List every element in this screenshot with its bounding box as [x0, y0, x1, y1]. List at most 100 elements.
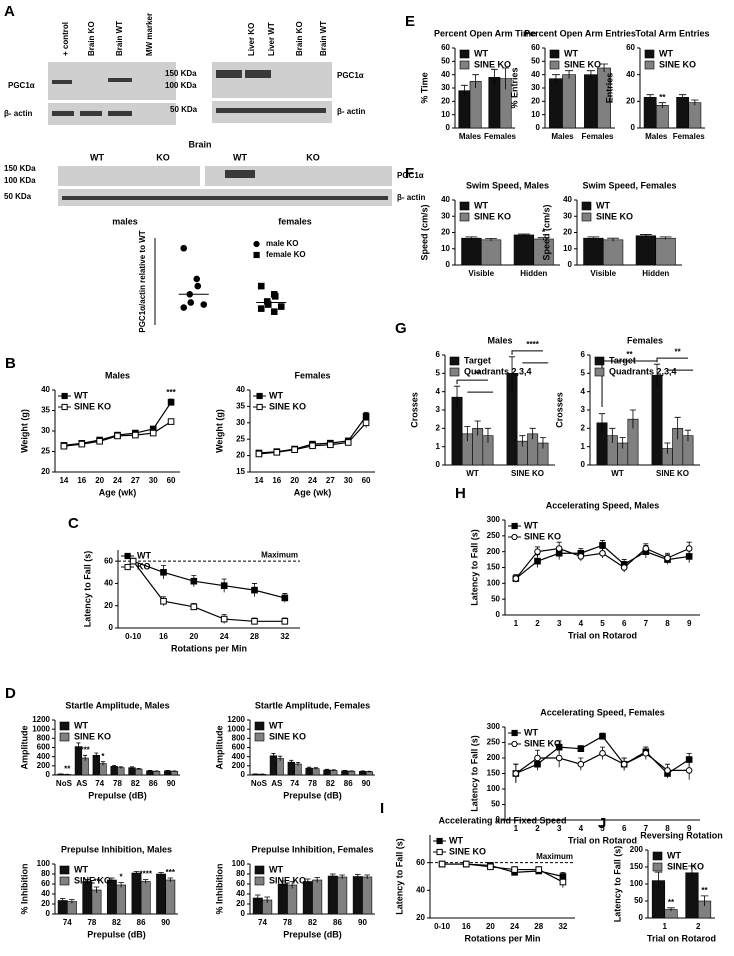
- legend-marker: [436, 837, 443, 845]
- x-tick-label: WT: [466, 469, 479, 478]
- y-tick-label: 100: [37, 859, 51, 868]
- marker-label: 150 KDa: [165, 69, 197, 78]
- chart: 0 20 40 60 Entries Total Arm Entries Males Fema…: [604, 28, 709, 141]
- legend-swatch: [59, 732, 70, 742]
- x-tick-label: 20: [486, 922, 495, 931]
- legend-marker: [256, 392, 263, 400]
- y-tick-label: 10: [441, 110, 450, 119]
- point: [167, 399, 175, 406]
- bar: [170, 771, 179, 776]
- chart: 0 20 40 60 Latency to Fall (s) Rotations per …: [68, 515, 300, 653]
- legend-swatch: [644, 60, 655, 70]
- x-tick-label: 5: [600, 824, 605, 833]
- x-tick-label: 6: [622, 619, 627, 628]
- bar: [128, 767, 136, 776]
- point: [220, 615, 228, 623]
- x-tick-label: 14: [254, 476, 263, 485]
- point: [620, 760, 628, 768]
- point: [257, 305, 265, 312]
- x-tick-label: 78: [87, 918, 96, 927]
- y-tick-label: 200: [37, 761, 51, 770]
- x-tick-label: 8: [665, 619, 670, 628]
- y-axis-label: Latency to Fall (s): [469, 735, 479, 812]
- chart-title: Swim Speed, Females: [582, 180, 676, 190]
- error-bar: [539, 437, 547, 449]
- y-axis-label: % Time: [419, 72, 429, 103]
- legend-swatch: [254, 865, 265, 875]
- error-bar: [109, 877, 115, 882]
- y-tick-label: 3: [581, 405, 586, 414]
- y-tick-label: 0: [496, 610, 501, 619]
- point: [577, 760, 585, 768]
- x-tick-label: 78: [308, 779, 317, 788]
- point: [642, 750, 650, 757]
- y-tick-label: 0: [436, 460, 441, 469]
- significance: **: [93, 877, 100, 886]
- legend-marker: [436, 848, 443, 856]
- bar: [655, 237, 676, 266]
- error-bar: [629, 409, 637, 429]
- legend-swatch: [652, 851, 663, 861]
- point: [132, 431, 139, 439]
- legend-label: SINE KO: [564, 59, 601, 69]
- blot-band: [62, 196, 388, 200]
- legend-label: WT: [74, 390, 88, 400]
- x-tick-label: 82: [308, 918, 317, 927]
- legend-label: SINE KO: [659, 59, 696, 69]
- bar: [562, 74, 576, 129]
- y-tick-label: 600: [232, 743, 246, 752]
- y-tick-label: 100: [232, 859, 246, 868]
- legend-swatch: [594, 356, 605, 366]
- x-tick-label: 30: [344, 476, 353, 485]
- x-tick-label: 60: [167, 476, 176, 485]
- x-tick-label: 86: [149, 779, 158, 788]
- bar: [57, 900, 68, 915]
- point: [160, 568, 167, 576]
- y-tick-label: 40: [563, 195, 572, 204]
- y-tick-label: 200: [487, 753, 501, 762]
- point: [438, 860, 446, 868]
- error-bar: [172, 770, 177, 772]
- x-tick-label: 7: [644, 619, 649, 628]
- legend-label: WT: [449, 835, 463, 845]
- x-tick-label: 20: [189, 632, 198, 641]
- x-axis-label: Trial on Rotarod: [647, 933, 716, 943]
- x-tick-label: 16: [272, 476, 281, 485]
- error-bar: [565, 70, 573, 79]
- x-tick-label: 82: [326, 779, 335, 788]
- x-tick-label: Males: [645, 132, 668, 141]
- y-tick-label: 40: [41, 889, 50, 898]
- chart: 0 10 20 30 40 50 60 % Time Percent Open Arm Time…: [405, 13, 536, 141]
- series-line: [442, 863, 564, 878]
- x-tick-label: 2: [535, 824, 540, 833]
- point: [511, 866, 518, 873]
- blot-image: [212, 62, 332, 98]
- legend-label: WT: [524, 520, 538, 530]
- y-tick-label: 20: [41, 467, 50, 476]
- y-tick-label: 5: [436, 368, 441, 377]
- error-bar: [314, 877, 320, 883]
- bar: [337, 876, 348, 915]
- legend-label: WT: [269, 720, 283, 730]
- chart-title: Males: [105, 370, 130, 380]
- point: [327, 441, 334, 449]
- point: [512, 770, 520, 777]
- x-tick-label: 90: [161, 918, 170, 927]
- bar: [341, 770, 349, 776]
- x-tick-label: Females: [673, 132, 706, 141]
- marker-label: 100 KDa: [4, 176, 36, 185]
- significance: ****: [139, 870, 152, 879]
- error-bar: [100, 761, 105, 766]
- x-axis-label: Age (wk): [294, 487, 332, 497]
- point: [462, 860, 470, 868]
- y-tick-label: 35: [41, 406, 50, 415]
- legend-label: SINE KO: [596, 211, 633, 221]
- point: [664, 554, 671, 562]
- x-tick-label: 82: [112, 918, 121, 927]
- error-bar: [461, 84, 468, 96]
- legend-marker: [511, 729, 518, 737]
- blot-label: PGC1α: [337, 71, 364, 80]
- point: [220, 582, 228, 589]
- point: [599, 733, 606, 740]
- error-bar: [69, 899, 75, 904]
